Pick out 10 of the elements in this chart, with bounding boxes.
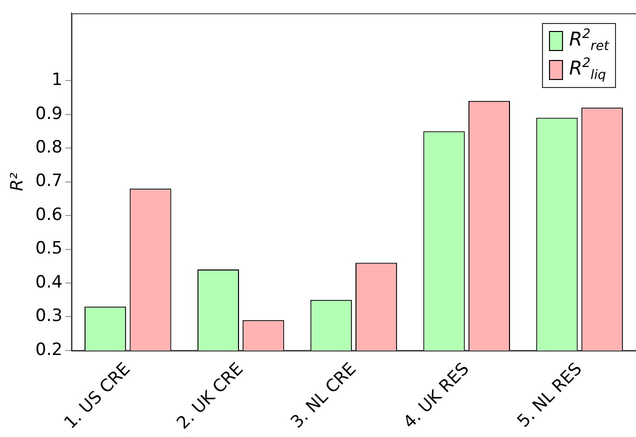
y-tick-label: 0.2 <box>35 340 62 360</box>
y-tick-label: 0.8 <box>35 138 62 158</box>
y-tick-label: 0.5 <box>35 238 62 259</box>
y-tick-label: 0.4 <box>35 272 62 292</box>
y-tick-label: 0.9 <box>35 104 62 124</box>
y-tick-label: 0.3 <box>35 306 62 326</box>
y-tick-label: 0.7 <box>35 171 62 192</box>
y-tick-label: 1 <box>52 70 62 90</box>
y-axis-title: R² <box>8 172 28 192</box>
y-tick-label: 0.6 <box>35 204 62 225</box>
